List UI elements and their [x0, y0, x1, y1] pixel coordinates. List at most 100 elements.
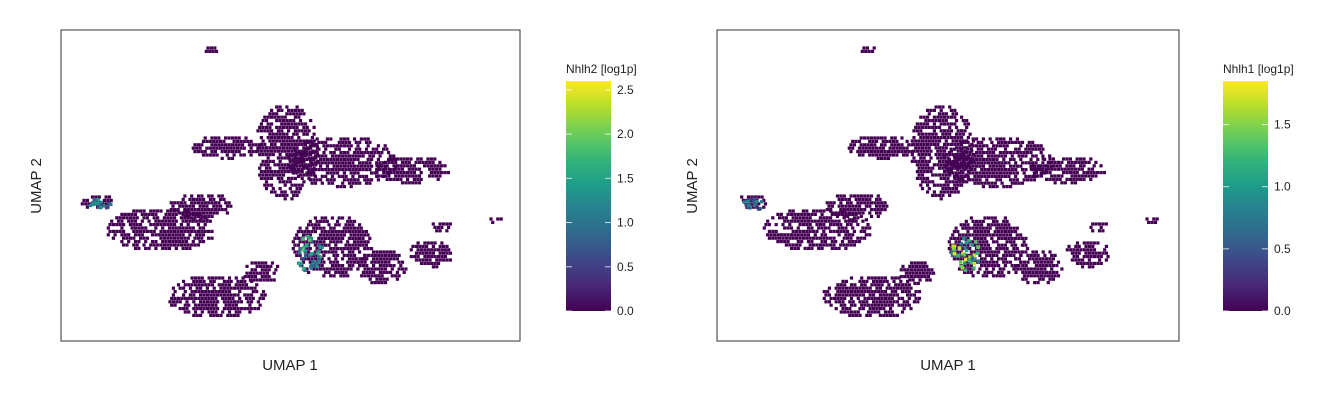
cell-hexbin — [247, 143, 251, 147]
cell-hexbin — [960, 183, 964, 187]
cell-hexbin — [267, 268, 271, 272]
cell-hexbin — [154, 246, 158, 250]
cell-hexbin — [1029, 274, 1033, 278]
cell-hexbin — [1046, 167, 1050, 171]
cell-hexbin — [278, 166, 282, 170]
cell-hexbin — [298, 151, 302, 155]
cell-hexbin — [360, 274, 364, 278]
cell-hexbin — [193, 150, 197, 154]
cell-hexbin — [926, 136, 930, 140]
cell-hexbin — [1005, 185, 1009, 189]
cell-hexbin — [978, 157, 982, 161]
cell-hexbin — [204, 290, 208, 294]
cell-hexbin — [395, 277, 399, 281]
cell-hexbin — [423, 241, 427, 245]
cell-hexbin — [354, 243, 358, 247]
cell-hexbin — [245, 264, 249, 268]
cell-hexbin — [305, 173, 309, 177]
cell-hexbin — [883, 143, 887, 147]
cell-hexbin — [363, 178, 367, 182]
cell-hexbin — [861, 226, 865, 230]
cell-hexbin — [948, 125, 952, 129]
cell-hexbin — [349, 178, 353, 182]
cell-hexbin — [443, 164, 447, 168]
cell-hexbin — [329, 171, 333, 175]
cell-hexbin — [882, 313, 886, 317]
cell-hexbin — [997, 174, 1001, 178]
cell-hexbin — [261, 173, 265, 177]
cell-hexbin — [1036, 260, 1040, 264]
cell-hexbin — [261, 290, 266, 294]
cell-hexbin — [961, 119, 965, 123]
cell-hexbin — [820, 246, 824, 250]
cell-hexbin — [1015, 171, 1019, 175]
cell-hexbin — [127, 240, 131, 244]
cell-hexbin — [234, 136, 238, 140]
cell-hexbin — [176, 229, 180, 233]
cell-hexbin — [341, 181, 345, 185]
cell-hexbin — [295, 146, 299, 150]
cell-hexbin — [315, 240, 319, 244]
cell-hexbin — [839, 310, 843, 314]
cell-hexbin — [330, 250, 334, 254]
cell-hexbin — [414, 160, 418, 164]
cell-hexbin — [1002, 157, 1006, 161]
cell-hexbin — [966, 270, 970, 274]
expressing-cell — [301, 266, 306, 271]
cell-hexbin — [939, 190, 943, 194]
cell-hexbin — [97, 195, 101, 199]
cell-hexbin — [869, 150, 873, 154]
cell-hexbin — [193, 276, 198, 280]
cell-hexbin — [174, 212, 178, 216]
cell-hexbin — [181, 233, 185, 237]
cell-hexbin — [157, 219, 161, 223]
cell-hexbin — [342, 253, 346, 257]
cell-hexbin — [383, 281, 388, 285]
cell-hexbin — [203, 208, 207, 212]
cell-hexbin — [337, 230, 341, 234]
cell-hexbin — [193, 310, 198, 314]
cell-hexbin — [1048, 257, 1052, 261]
cell-hexbin — [1014, 250, 1018, 254]
cell-hexbin — [998, 226, 1002, 230]
cell-hexbin — [341, 161, 345, 165]
cell-hexbin — [210, 214, 214, 218]
cell-hexbin — [264, 173, 269, 177]
expressing-cell — [747, 205, 751, 210]
cell-hexbin — [364, 147, 369, 151]
cell-hexbin — [1010, 168, 1014, 172]
cell-hexbin — [438, 244, 442, 248]
cell-hexbin — [445, 258, 449, 262]
cell-hexbin — [837, 246, 841, 250]
cell-hexbin — [218, 139, 223, 143]
cell-hexbins — [740, 46, 1159, 317]
cell-hexbin — [956, 250, 960, 254]
cell-hexbin — [128, 216, 132, 220]
cell-hexbin — [390, 267, 394, 271]
cell-hexbin — [212, 139, 216, 143]
cell-hexbin — [193, 143, 197, 147]
cell-hexbin — [1075, 241, 1080, 245]
cell-hexbin — [1056, 167, 1061, 171]
cell-hexbin — [798, 229, 802, 233]
cell-hexbin — [779, 212, 783, 216]
cell-hexbin — [947, 151, 951, 155]
cell-hexbin — [917, 132, 921, 136]
cell-hexbin — [156, 216, 160, 220]
cell-hexbin — [873, 201, 877, 205]
cell-hexbin — [128, 223, 132, 227]
cell-hexbin — [1084, 174, 1088, 178]
cell-hexbin — [1089, 171, 1093, 175]
cell-hexbin — [1152, 217, 1156, 221]
cell-hexbin — [1050, 267, 1054, 271]
cell-hexbin — [371, 147, 375, 151]
cell-hexbin — [844, 211, 848, 215]
cell-hexbin — [227, 276, 232, 280]
cell-hexbin — [1077, 160, 1081, 164]
cell-hexbin — [856, 296, 860, 300]
expressing-cell — [91, 202, 96, 207]
cell-hexbin — [1048, 157, 1052, 161]
expressing-cell — [298, 263, 303, 268]
cell-hexbin — [944, 132, 948, 136]
cell-hexbin — [300, 230, 304, 234]
